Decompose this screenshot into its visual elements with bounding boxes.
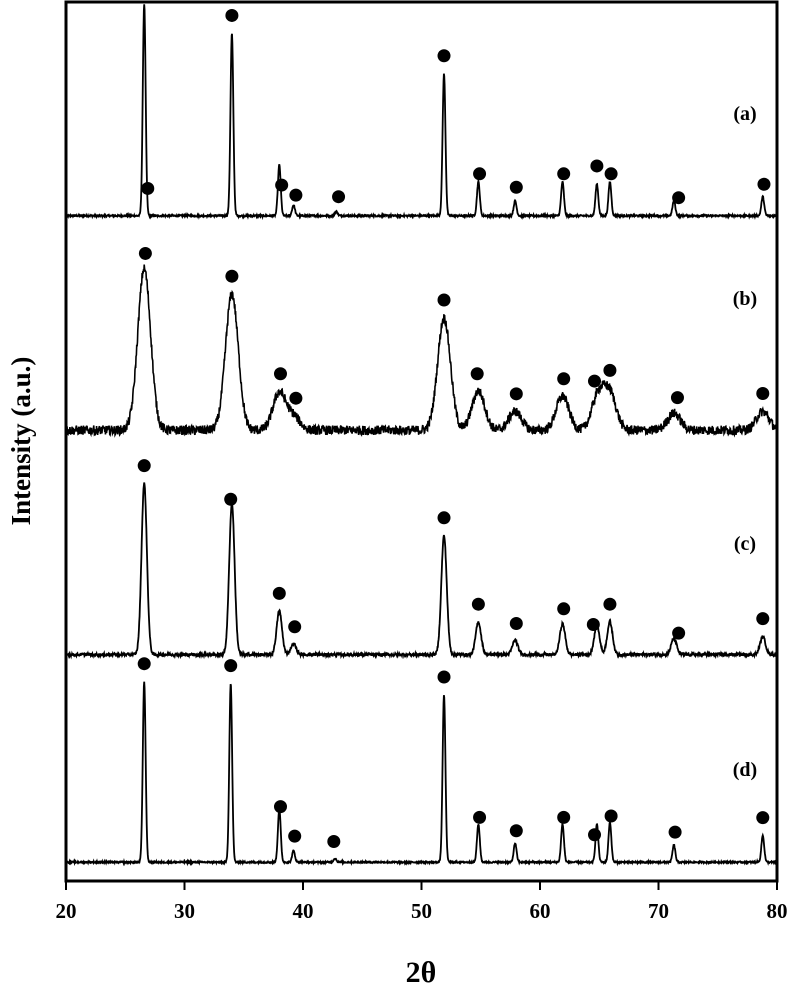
peak-marker [289,391,303,405]
peak-marker [275,178,289,192]
series-line-3 [65,482,778,660]
peak-marker [509,824,523,838]
peak-marker [757,177,771,191]
x-tick-label: 30 [174,899,195,923]
panel-labels: (a) (b) (c) (d) [733,103,757,781]
series-line-2 [65,264,778,438]
peak-marker [272,586,286,600]
peak-marker [288,829,302,843]
panel-label-2: (b) [733,288,757,310]
peak-marker [138,246,152,260]
peak-markers [137,8,771,849]
x-tick-label: 60 [530,899,551,923]
peak-marker [557,602,571,616]
x-tick-label: 20 [56,899,77,923]
x-axis-title: 2θ [406,956,437,989]
peak-marker [672,626,686,640]
peak-marker [288,620,302,634]
peak-marker [756,811,770,825]
y-axis-title: Intensity (a.u.) [6,357,36,526]
peak-marker [586,617,600,631]
peak-marker [332,190,346,204]
peak-marker [603,597,617,611]
peak-marker [471,597,485,611]
peak-marker [141,181,155,195]
peak-marker [670,391,684,405]
x-tick-label: 40 [293,899,314,923]
peak-marker [756,387,770,400]
peak-marker [137,459,151,473]
peak-marker [509,387,523,401]
x-axis-ticks: 20 30 40 50 60 70 80 [56,881,788,923]
peak-marker [137,657,151,671]
peak-marker [604,809,618,823]
peak-marker [473,167,487,181]
peak-marker [225,8,239,22]
peak-marker [273,367,287,381]
peak-marker [604,167,618,181]
peak-marker [273,800,287,814]
plot-frame [64,0,779,883]
peak-marker [668,825,682,839]
peak-marker [557,372,571,386]
pattern-traces [65,4,778,867]
peak-marker [590,159,604,173]
x-tick-label: 70 [648,899,669,923]
peak-marker [473,810,487,824]
peak-marker [509,617,523,631]
panel-label-1: (a) [733,103,756,125]
peak-marker [437,293,451,307]
peak-marker [289,188,303,202]
series-line-1 [65,4,778,221]
peak-marker [224,492,238,506]
x-tick-label: 80 [767,899,788,923]
peak-marker [672,191,686,205]
series-line-4 [65,681,778,867]
peak-marker [756,612,770,626]
peak-marker [588,828,602,842]
peak-marker [437,49,451,63]
peak-marker [603,363,617,377]
peak-marker [470,367,484,381]
x-tick-label: 50 [411,899,432,923]
peak-marker [437,670,451,684]
peak-marker [557,167,571,181]
peak-marker [327,835,341,849]
peak-marker [225,269,239,283]
peak-marker [557,810,571,824]
panel-label-4: (d) [733,759,757,781]
peak-marker [224,659,238,673]
peak-marker [437,511,451,525]
peak-marker [509,180,523,194]
peak-marker [588,374,602,388]
panel-label-3: (c) [734,533,756,555]
